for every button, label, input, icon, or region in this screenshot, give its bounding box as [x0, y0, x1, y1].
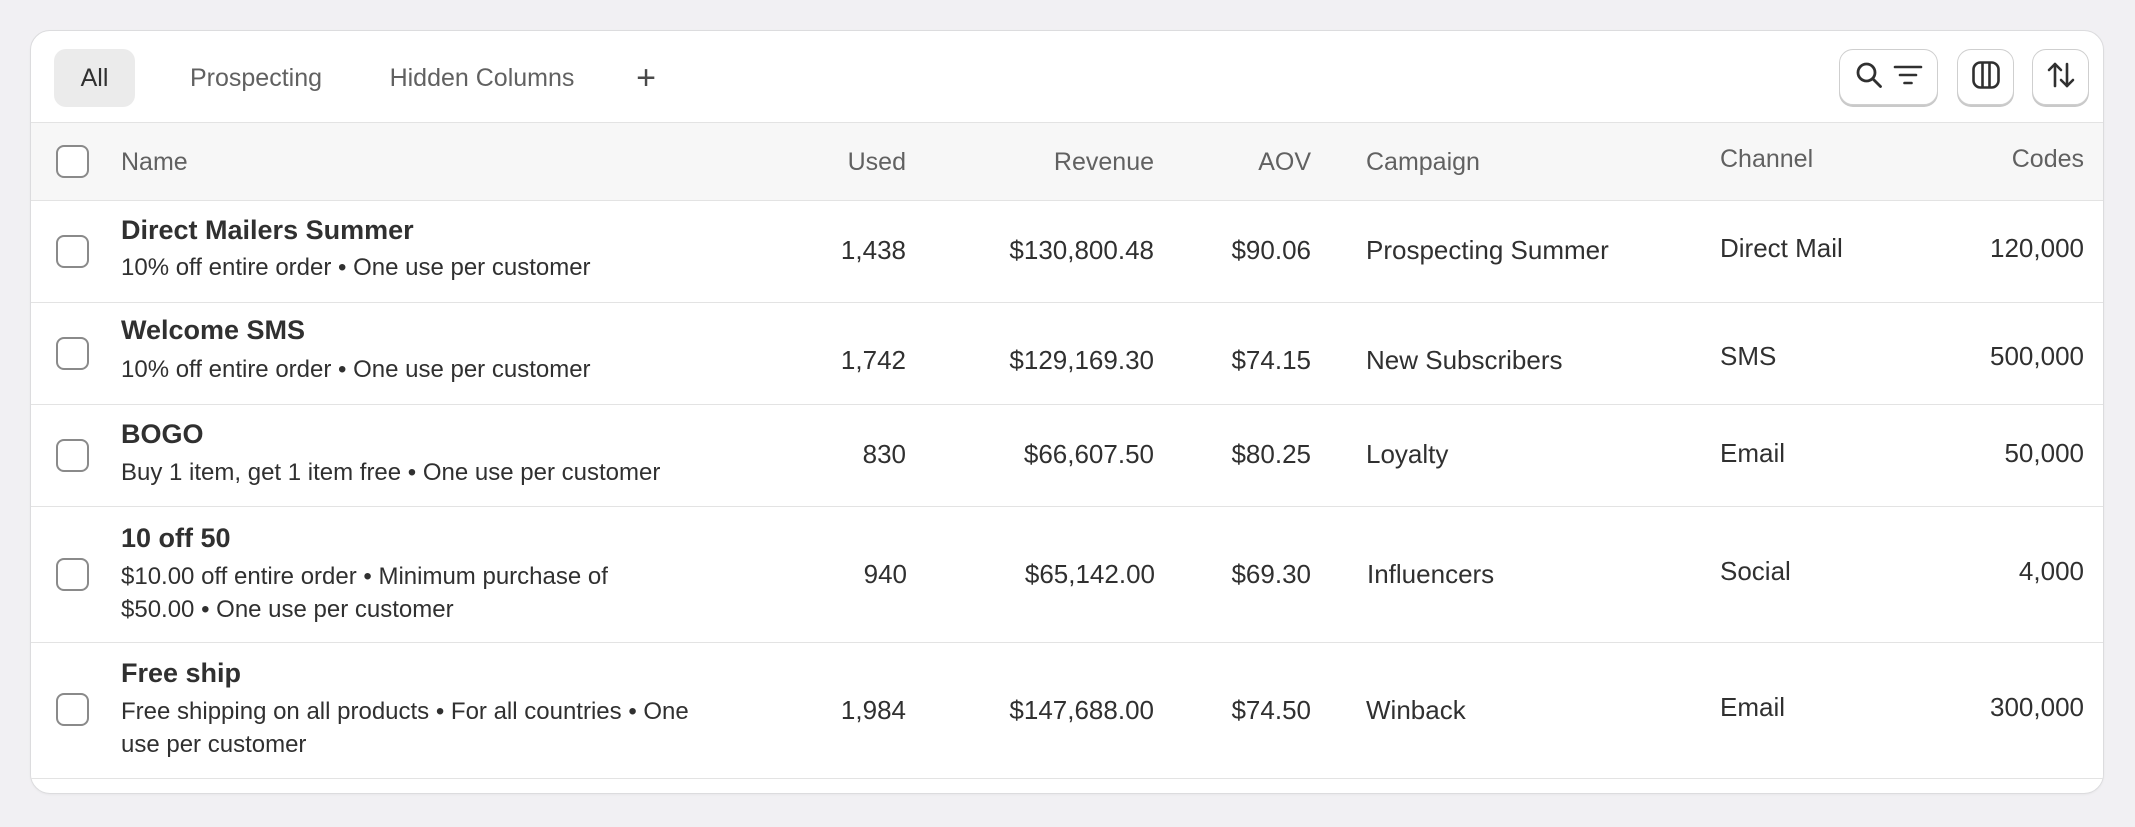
tab-prospecting[interactable]: Prospecting: [189, 63, 323, 92]
campaign-value: Loyalty: [1366, 439, 1449, 469]
discount-name: Direct Mailers Summer: [121, 215, 414, 245]
table-row[interactable]: 10 off 50 $10.00 off entire order • Mini…: [31, 507, 2103, 643]
tab-hidden-columns[interactable]: Hidden Columns: [389, 63, 575, 92]
revenue-value: $129,169.30: [1009, 345, 1154, 375]
aov-value: $80.25: [1231, 439, 1311, 469]
columns-button[interactable]: [1957, 49, 2014, 105]
aov-value: $69.30: [1231, 559, 1311, 589]
row-checkbox[interactable]: [56, 439, 89, 472]
sort-icon: [2045, 59, 2077, 96]
codes-value: 50,000: [2004, 438, 2084, 468]
select-all-checkbox[interactable]: [56, 145, 89, 178]
channel-value: Direct Mail: [1720, 233, 1843, 263]
codes-value: 120,000: [1990, 233, 2084, 263]
revenue-value: $66,607.50: [1023, 439, 1154, 469]
row-checkbox[interactable]: [56, 558, 89, 591]
discount-description: 10% off entire order • One use per custo…: [121, 356, 591, 383]
column-header-campaign[interactable]: Campaign: [1366, 147, 1480, 176]
campaign-value: Prospecting Summer: [1366, 235, 1609, 265]
column-header-channel[interactable]: Channel: [1720, 144, 1814, 173]
campaign-value: New Subscribers: [1366, 345, 1563, 375]
column-header-codes[interactable]: Codes: [2011, 144, 2084, 173]
channel-value: SMS: [1720, 341, 1777, 371]
sort-button[interactable]: [2032, 49, 2089, 105]
filter-icon: [1892, 60, 1924, 95]
used-value: 830: [862, 439, 906, 469]
discount-description: Buy 1 item, get 1 item free • One use pe…: [121, 459, 661, 486]
search-filter-button[interactable]: [1839, 49, 1938, 105]
row-checkbox[interactable]: [56, 693, 89, 726]
channel-value: Email: [1720, 692, 1786, 722]
campaign-value: Winback: [1366, 695, 1466, 725]
aov-value: $74.50: [1231, 695, 1311, 725]
discount-description: $10.00 off entire order • Minimum purcha…: [121, 563, 608, 623]
discount-description: Free shipping on all products • For all …: [121, 698, 689, 758]
discount-name: 10 off 50: [121, 523, 231, 553]
used-value: 940: [863, 559, 907, 589]
tab-all[interactable]: All: [54, 49, 135, 107]
channel-value: Email: [1720, 438, 1786, 468]
column-header-aov[interactable]: AOV: [1258, 147, 1311, 176]
columns-icon: [1970, 59, 2002, 96]
table-row[interactable]: Welcome SMS 10% off entire order • One u…: [31, 303, 2103, 405]
revenue-value: $65,142.00: [1024, 559, 1155, 589]
table-header-row: Name Used Revenue AOV Campaign Channel C…: [31, 123, 2103, 201]
table-row[interactable]: Direct Mailers Summer 10% off entire ord…: [31, 201, 2103, 303]
campaign-value: Influencers: [1367, 559, 1495, 589]
row-checkbox[interactable]: [56, 235, 89, 268]
codes-value: 300,000: [1990, 692, 2084, 722]
used-value: 1,438: [840, 235, 906, 265]
column-header-name[interactable]: Name: [121, 147, 188, 176]
used-value: 1,984: [840, 695, 906, 725]
revenue-value: $130,800.48: [1009, 235, 1154, 265]
column-header-used[interactable]: Used: [847, 147, 906, 176]
codes-value: 500,000: [1990, 341, 2084, 371]
channel-value: Social: [1720, 556, 1791, 586]
table-row[interactable]: Free ship Free shipping on all products …: [31, 643, 2103, 779]
add-view-button[interactable]: +: [636, 58, 656, 97]
aov-value: $90.06: [1231, 235, 1311, 265]
row-checkbox[interactable]: [56, 337, 89, 370]
table-row[interactable]: BOGO Buy 1 item, get 1 item free • One u…: [31, 405, 2103, 507]
discount-description: 10% off entire order • One use per custo…: [121, 254, 591, 281]
search-icon: [1854, 60, 1884, 95]
aov-value: $74.15: [1231, 345, 1311, 375]
discounts-table-card: All Prospecting Hidden Columns +: [30, 30, 2104, 794]
table-toolbar: All Prospecting Hidden Columns +: [31, 31, 2103, 123]
discount-name: BOGO: [121, 419, 204, 449]
discount-name: Free ship: [121, 658, 242, 688]
codes-value: 4,000: [2018, 556, 2084, 586]
used-value: 1,742: [840, 345, 906, 375]
discount-name: Welcome SMS: [121, 315, 306, 345]
column-header-revenue[interactable]: Revenue: [1053, 147, 1154, 176]
revenue-value: $147,688.00: [1009, 695, 1154, 725]
